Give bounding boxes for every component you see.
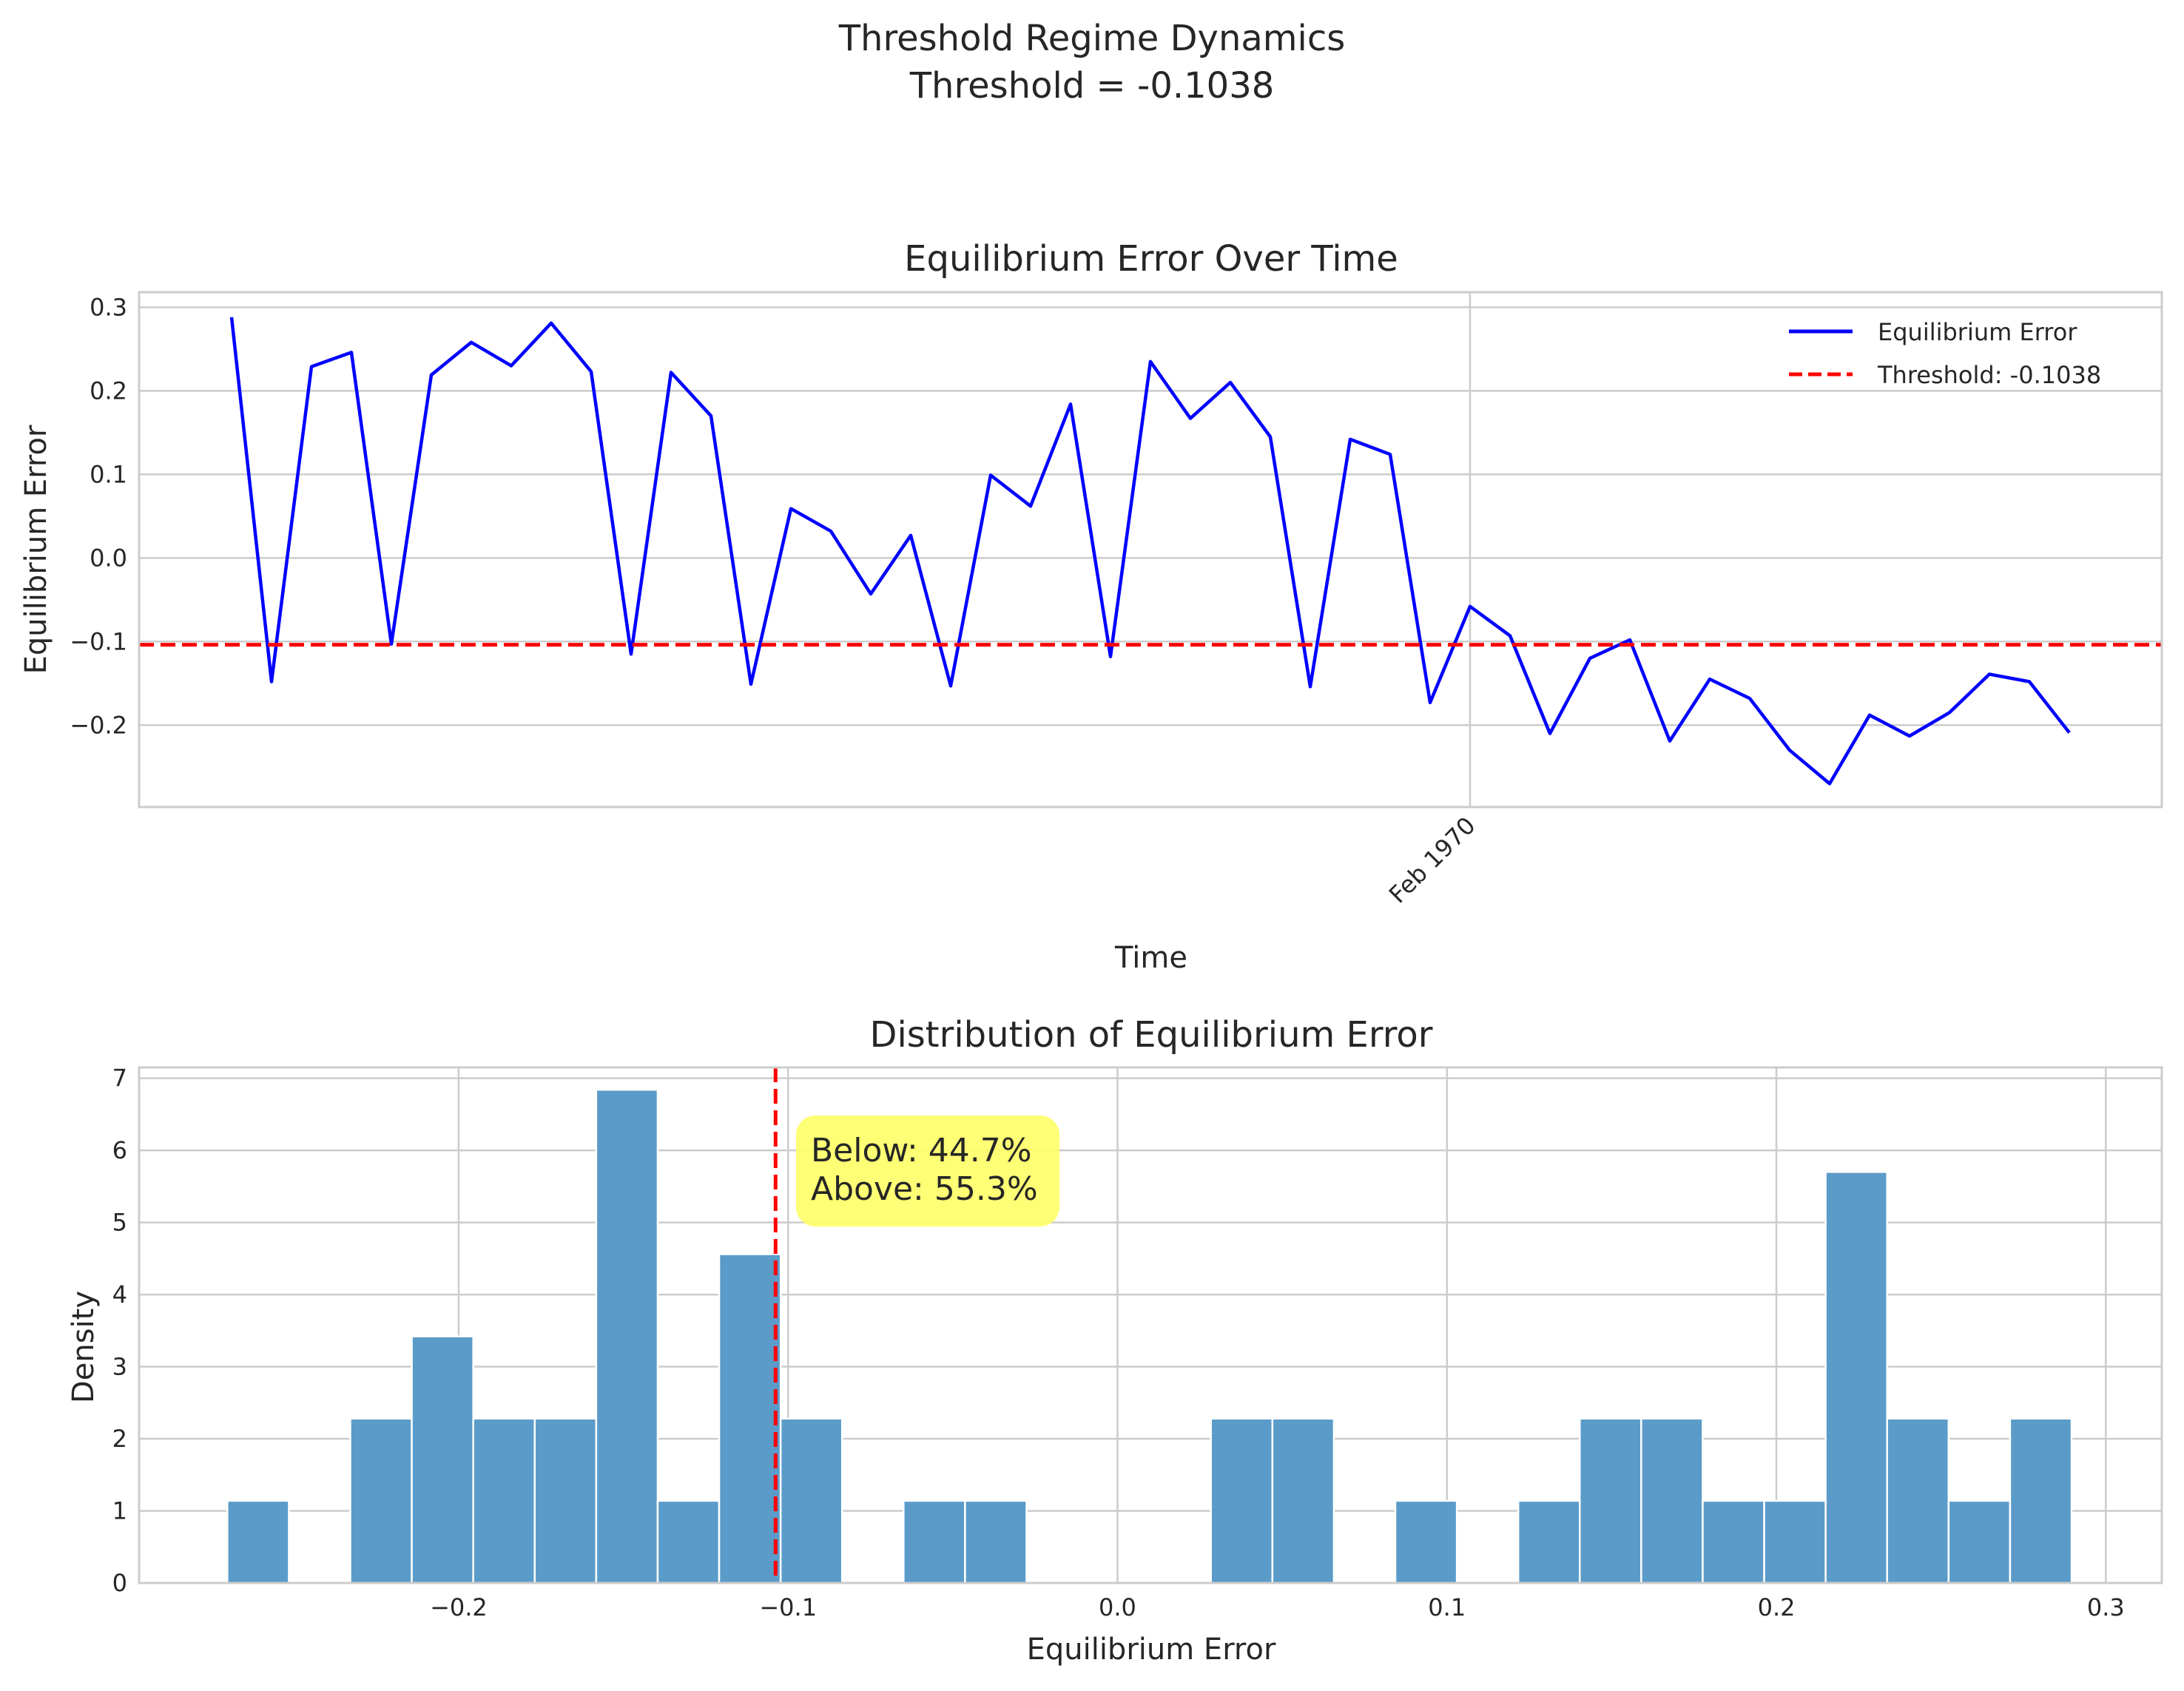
line-chart-x-axis-label: Time (1114, 941, 1187, 975)
x-tick-label-minus-0-2: −0.2 (430, 1593, 488, 1621)
y-tick-label-6: 6 (112, 1136, 127, 1164)
histogram-bar (903, 1499, 966, 1584)
histogram-x-axis-label: Equilibrium Error (1027, 1633, 1276, 1667)
y-tick-label-0-1: 0.1 (90, 460, 127, 488)
histogram-x-ticks: −0.2 −0.1 0.0 0.1 0.2 0.3 (430, 1593, 2125, 1621)
histogram-bar (1517, 1499, 1581, 1584)
series-line-equilibrium-error (229, 317, 2071, 786)
legend-label-equilibrium-error: Equilibrium Error (1878, 318, 2077, 346)
histogram-bar (1394, 1499, 1458, 1584)
x-tick-label-0-2: 0.2 (1758, 1593, 1796, 1621)
histogram-y-ticks: 0 1 2 3 4 5 6 7 (112, 1064, 127, 1597)
histogram-bar (718, 1253, 782, 1584)
y-tick-label-0-0: 0.0 (90, 544, 127, 572)
histogram-frame (138, 1066, 2163, 1584)
histogram-bar (1947, 1499, 2012, 1584)
annotation-box (796, 1115, 1059, 1226)
histogram-bar (1886, 1417, 1950, 1584)
histogram-bar (2009, 1417, 2073, 1584)
annotation-below-share: Below: 44.7% (811, 1132, 1032, 1169)
histogram-bar (595, 1088, 659, 1584)
y-tick-label-minus-0-2: −0.2 (70, 711, 127, 739)
y-tick-label-minus-0-1: −0.1 (70, 627, 127, 655)
histogram-y-axis-label: Density (67, 1291, 101, 1403)
histogram-bar (1210, 1417, 1274, 1584)
line-chart: Equilibrium Error Over Time −0.2 −0.1 0.0 0… (19, 238, 2163, 975)
line-chart-frame (138, 291, 2163, 809)
y-tick-label-0-3: 0.3 (90, 293, 127, 321)
histogram-bar (1824, 1171, 1888, 1584)
line-chart-y-axis-label: Equilibrium Error (19, 425, 53, 674)
annotation-above-share: Above: 55.3% (811, 1170, 1038, 1208)
histogram-bar (656, 1499, 721, 1584)
y-tick-label-5: 5 (112, 1209, 127, 1237)
histogram-bar (1763, 1499, 1827, 1584)
x-tick-label-0-3: 0.3 (2087, 1593, 2125, 1621)
figure-subtitle: Threshold = -0.1038 (909, 65, 1275, 107)
y-tick-label-3: 3 (112, 1353, 127, 1381)
histogram-bar (1579, 1417, 1642, 1584)
histogram-bar (779, 1417, 843, 1584)
histogram-bar (1702, 1499, 1765, 1584)
histogram-bar (226, 1499, 290, 1584)
histogram-bars (226, 1088, 2073, 1584)
y-tick-label-7: 7 (112, 1064, 127, 1093)
histogram-bar (349, 1417, 413, 1584)
y-tick-label-2: 2 (112, 1425, 127, 1453)
histogram-bar (1271, 1417, 1335, 1584)
line-chart-title: Equilibrium Error Over Time (904, 238, 1398, 280)
x-tick-label-0-1: 0.1 (1428, 1593, 1466, 1621)
legend-label-threshold: Threshold: -0.1038 (1877, 361, 2101, 389)
histogram-bar (964, 1499, 1028, 1584)
line-chart-grid (139, 292, 2162, 807)
regime-share-annotation: Below: 44.7% Above: 55.3% (796, 1115, 1059, 1226)
histogram-bar (533, 1417, 598, 1584)
y-tick-label-0-2: 0.2 (90, 377, 127, 405)
histogram-bar (472, 1417, 536, 1584)
x-tick-label-0-0: 0.0 (1099, 1593, 1136, 1621)
figure-title: Threshold Regime Dynamics (838, 18, 1346, 59)
x-tick-label-minus-0-1: −0.1 (759, 1593, 817, 1621)
histogram-bar (411, 1335, 474, 1584)
line-chart-plot-area (139, 317, 2162, 786)
x-tick-label-feb-1970: Feb 1970 (1383, 811, 1481, 909)
histogram-bar (1640, 1417, 1704, 1584)
y-tick-label-1: 1 (112, 1497, 127, 1525)
line-chart-legend: Equilibrium Error Threshold: -0.1038 (1789, 318, 2101, 389)
histogram-chart: Distribution of Equilibrium Error 0 1 2 3 4 5… (67, 1014, 2163, 1667)
y-tick-label-0: 0 (112, 1569, 127, 1597)
y-tick-label-4: 4 (112, 1280, 127, 1309)
line-chart-y-ticks: −0.2 −0.1 0.0 0.1 0.2 0.3 (70, 293, 127, 739)
histogram-title: Distribution of Equilibrium Error (869, 1014, 1432, 1056)
